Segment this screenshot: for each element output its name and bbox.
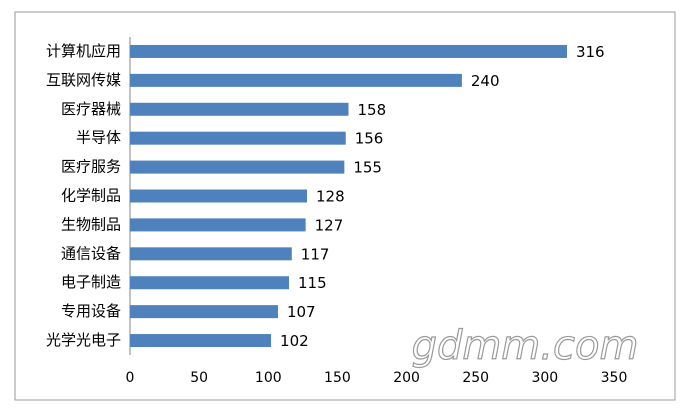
y-tick-label: 光学光电子 [46,331,121,349]
data-label: 117 [301,245,330,263]
x-tick-label: 350 [601,370,628,386]
bar [130,218,306,232]
bar [130,73,462,87]
bar [130,102,349,116]
x-tick-label: 200 [393,370,420,386]
y-tick-label: 通信设备 [61,244,121,262]
watermark: gdmm.com [412,323,639,369]
data-label: 156 [355,130,384,148]
data-label: 107 [287,303,316,321]
bar [130,276,290,290]
y-tick-label: 生物制品 [61,215,121,233]
x-tick-label: 0 [126,370,135,386]
data-label: 158 [357,101,386,119]
y-tick-label: 专用设备 [61,302,121,320]
y-tick-label: 医疗服务 [61,158,121,176]
data-label: 127 [315,216,344,234]
y-tick-label: 电子制造 [61,273,121,291]
data-label: 240 [471,72,500,90]
bar [130,160,345,174]
x-tick-label: 50 [190,370,208,386]
data-label: 316 [576,43,605,61]
y-tick-label: 医疗器械 [61,100,121,118]
bar [130,334,272,348]
data-label: 155 [353,159,382,177]
data-label: 115 [298,274,327,292]
y-tick-label: 半导体 [76,129,121,147]
bar [130,305,278,319]
bar [130,189,308,203]
bar [130,131,346,145]
y-tick-label: 化学制品 [61,187,121,205]
bar [130,44,567,58]
x-tick-label: 250 [462,370,489,386]
data-label: 102 [280,332,309,350]
x-tick-label: 300 [531,370,558,386]
x-tick-label: 100 [255,370,282,386]
data-label: 128 [316,188,345,206]
bar [130,247,292,261]
x-tick-label: 150 [324,370,351,386]
y-tick-label: 互联网传媒 [46,71,121,89]
y-tick-label: 计算机应用 [46,42,121,60]
